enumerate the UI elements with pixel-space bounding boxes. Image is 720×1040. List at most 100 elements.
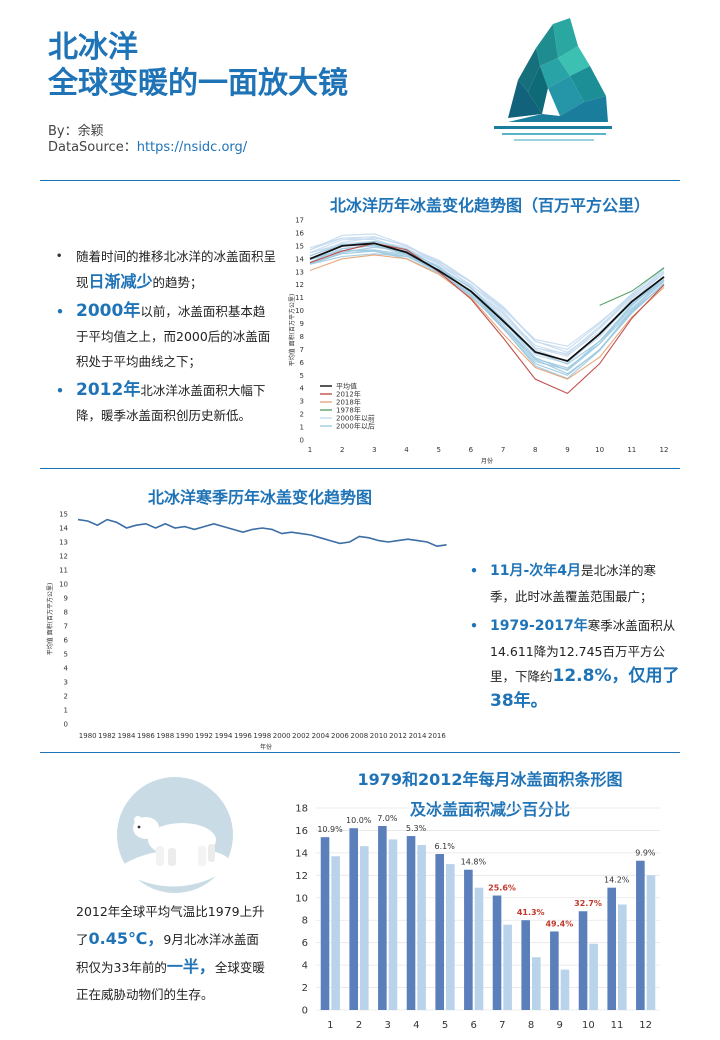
y-tick-label: 7 (300, 346, 304, 354)
x-tick-label: 2008 (350, 732, 368, 740)
x-tick-label: 12 (660, 446, 669, 454)
x-tick-label: 2 (340, 446, 344, 454)
x-tick-label: 1990 (176, 732, 194, 740)
data-label: 41.3% (517, 908, 545, 917)
chart1-title: 北冰洋历年冰盖变化趋势图（百万平方公里） (329, 196, 650, 215)
y-tick-label: 0 (302, 1006, 308, 1017)
y-tick-label: 13 (295, 268, 304, 276)
bar-2012 (474, 887, 484, 1010)
x-tick-label: 2016 (428, 732, 446, 740)
bar-1979 (378, 825, 387, 1010)
source-link[interactable]: https://nsidc.org/ (136, 140, 248, 155)
x-tick-label: 3 (384, 1020, 390, 1031)
legend-label: 2000年以前 (336, 414, 375, 423)
bar-1979 (578, 911, 588, 1010)
x-tick-label: 2010 (370, 732, 388, 740)
x-tick-label: 3 (372, 446, 376, 454)
bar-2012 (417, 845, 426, 1010)
x-tick-label: 1992 (195, 732, 213, 740)
x-tick-label: 4 (404, 446, 409, 454)
bar-1979 (492, 895, 502, 1010)
y-tick-label: 1 (64, 707, 68, 715)
y-tick-label: 11 (295, 294, 304, 302)
x-tick-label: 2014 (409, 732, 427, 740)
title-line-1: 北冰洋 (48, 30, 138, 65)
x-tick-label: 2012 (389, 732, 407, 740)
data-label: 7.0% (377, 814, 398, 823)
author: By：余颖 (48, 124, 104, 139)
x-tick-label: 5 (442, 1020, 448, 1031)
x-tick-label: 6 (470, 1020, 476, 1031)
data-label: 5.3% (406, 824, 427, 833)
y-tick-label: 8 (64, 609, 68, 617)
x-tick-label: 8 (533, 446, 537, 454)
x-tick-label: 1982 (98, 732, 116, 740)
x-tick-label: 9 (556, 1020, 562, 1031)
y-tick-label: 6 (302, 938, 308, 949)
y-tick-label: 10 (59, 581, 68, 589)
bar-1979 (521, 920, 530, 1010)
y-tick-label: 18 (295, 804, 308, 815)
y-tick-label: 2 (64, 693, 68, 701)
bar-2012 (503, 924, 512, 1010)
x-tick-label: 11 (627, 446, 636, 454)
x-tick-label: 6 (469, 446, 474, 454)
data-label: 14.8% (461, 858, 487, 867)
x-tick-label: 7 (501, 446, 505, 454)
divider-2 (40, 468, 680, 469)
x-tick-label: 1984 (118, 732, 136, 740)
bar-2012 (331, 856, 340, 1010)
divider-1 (40, 180, 680, 181)
x-tick-label: 1994 (215, 732, 233, 740)
x-tick-label: 2 (356, 1020, 362, 1031)
y-tick-label: 6 (300, 359, 305, 367)
bar-2012 (560, 969, 570, 1010)
chart2-title: 北冰洋寒季历年冰盖变化趋势图 (147, 488, 372, 507)
series-line (309, 242, 665, 363)
y-tick-label: 12 (295, 281, 304, 289)
x-tick-label: 9 (565, 446, 569, 454)
series-line-band (309, 233, 665, 347)
y-tick-label: 1 (300, 424, 304, 432)
section2-bullets: • 11月-次年4月是北冰洋的寒季，此时冰盖覆盖范围最广； • 1979-2017年… (470, 558, 680, 718)
legend-label: 2018年 (336, 398, 361, 407)
y-tick-label: 16 (295, 826, 308, 837)
bar-1979 (435, 854, 444, 1010)
iceberg-logo (494, 18, 612, 141)
legend-label: 1978年 (336, 406, 361, 415)
x-tick-label: 2002 (292, 732, 310, 740)
y-tick-label: 10 (295, 893, 308, 904)
series-line (309, 236, 665, 351)
y-tick-label: 8 (300, 333, 304, 341)
bar-1979 (550, 931, 559, 1010)
bar-1979 (636, 860, 645, 1010)
x-tick-label: 1988 (156, 732, 174, 740)
y-tick-label: 9 (300, 320, 304, 328)
bar-2012 (388, 839, 398, 1010)
bar-1979 (406, 836, 416, 1010)
y-tick-label: 15 (295, 242, 304, 250)
y-tick-label: 9 (64, 595, 68, 603)
y-tick-label: 3 (300, 398, 304, 406)
bullet-1: • 随着时间的推移北冰洋的冰盖面积呈现日渐减少的趋势； (56, 249, 277, 291)
data-label: 10.9% (317, 825, 343, 834)
bar-2012 (360, 846, 369, 1010)
y-tick-label: 3 (64, 679, 68, 687)
x-tick-label: 8 (528, 1020, 534, 1031)
x-tick-label: 1 (327, 1020, 333, 1031)
x-axis-label: 年份 (260, 743, 272, 750)
x-tick-label: 2000 (273, 732, 291, 740)
x-tick-label: 4 (413, 1020, 419, 1031)
y-tick-label: 13 (59, 539, 68, 547)
polar-bear-illustration (117, 777, 233, 893)
x-tick-label: 1996 (234, 732, 252, 740)
section3-text: 2012年全球平均气温比1979上升了0.45℃，9月北冰洋冰盖面积仅为33年前… (76, 904, 265, 1002)
bullet-5: • 1979-2017年寒季冰盖面积从14.611降为12.745百万平方公里，下… (470, 618, 680, 711)
y-tick-label: 2 (302, 983, 308, 994)
data-label: 25.6% (488, 884, 516, 893)
bar-2012 (532, 957, 541, 1010)
bullet-4: • 11月-次年4月是北冰洋的寒季，此时冰盖覆盖范围最广； (470, 563, 657, 604)
bar-1979 (464, 869, 473, 1010)
data-source: DataSource：https://nsidc.org/ (48, 136, 247, 155)
y-tick-label: 14 (295, 255, 304, 263)
